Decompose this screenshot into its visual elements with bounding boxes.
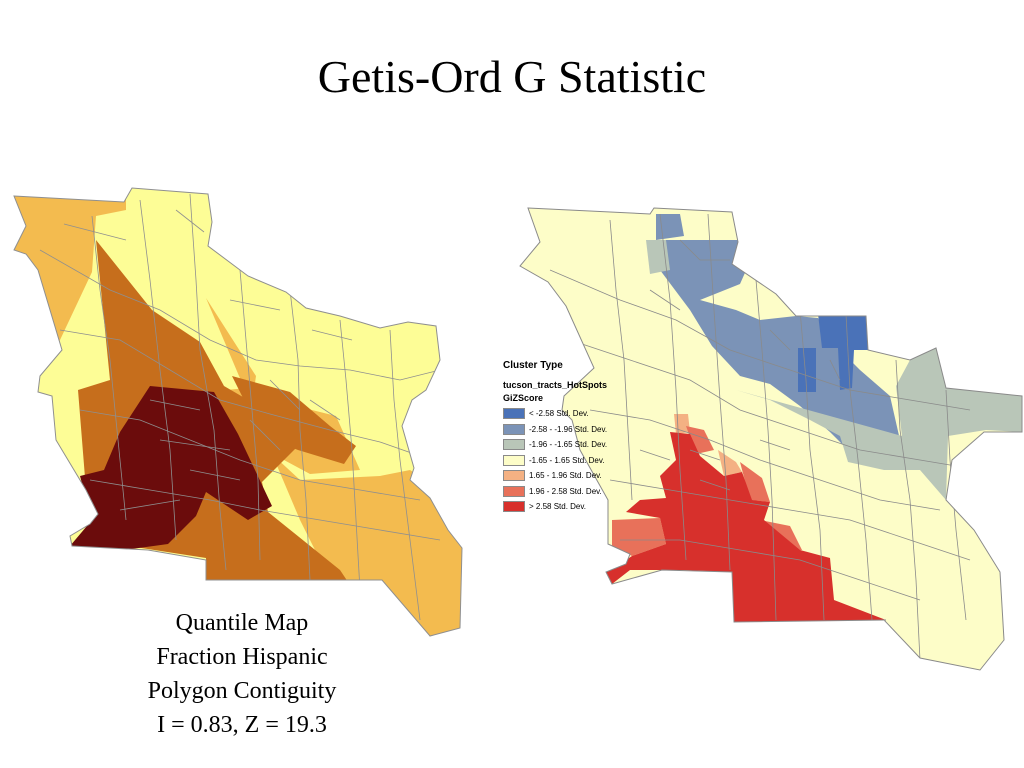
hot-spot-99 — [606, 432, 886, 624]
tract-boundaries — [39, 193, 441, 621]
slide-title: Getis-Ord G Statistic — [317, 51, 707, 102]
legend-label: -1.65 - 1.65 Std. Dev. — [529, 455, 605, 465]
legend-item: -1.65 - 1.65 Std. Dev. — [503, 453, 653, 469]
caption-line: Polygon Contiguity — [147, 678, 337, 704]
map-caption: Quantile Map Fraction Hispanic Polygon C… — [92, 606, 392, 742]
legend-field-name: GiZScore — [503, 393, 544, 403]
legend-label: > 2.58 Std. Dev. — [529, 502, 586, 512]
legend-item: > 2.58 Std. Dev. — [503, 499, 653, 515]
caption-line: I = 0.83, Z = 19.3 — [157, 712, 327, 738]
legend-swatch — [503, 439, 525, 451]
cold-spot-95 — [656, 240, 920, 468]
legend-item: 1.96 - 2.58 Std. Dev. — [503, 484, 653, 500]
legend-label: 1.96 - 2.58 Std. Dev. — [529, 486, 602, 496]
caption-line: Fraction Hispanic — [156, 644, 328, 670]
legend-label: -2.58 - -1.96 Std. Dev. — [529, 424, 608, 434]
caption-line: Quantile Map — [175, 610, 309, 636]
cold-spot-99 — [656, 214, 752, 262]
class-mid-east — [206, 298, 462, 636]
legend-layer-name: tucson_tracts_HotSpots — [503, 380, 608, 390]
legend-title: Cluster Type — [503, 360, 563, 371]
legend-swatch — [503, 408, 525, 420]
map-legend: Cluster Type tucson_tracts_HotSpots GiZS… — [503, 360, 653, 515]
legend-swatch — [503, 423, 525, 435]
legend-item: 1.65 - 1.96 Std. Dev. — [503, 468, 653, 484]
legend-swatch — [503, 501, 525, 513]
legend-swatch — [503, 470, 525, 482]
legend-label: -1.96 - -1.65 Std. Dev. — [529, 440, 608, 450]
tract-boundaries — [549, 213, 981, 661]
legend-label: 1.65 - 1.96 Std. Dev. — [529, 471, 602, 481]
legend-item: < -2.58 Std. Dev. — [503, 406, 653, 422]
cold-spot-90 — [736, 348, 1022, 500]
hotspot-map — [519, 207, 1023, 671]
legend-swatch — [503, 485, 525, 497]
legend-label: < -2.58 Std. Dev. — [529, 409, 589, 419]
quantile-map — [13, 187, 463, 637]
legend-swatch — [503, 454, 525, 466]
cold-spot-strong — [798, 314, 868, 392]
legend-item: -2.58 - -1.96 Std. Dev. — [503, 422, 653, 438]
hot-spot-90 — [674, 414, 742, 476]
legend-item: -1.96 - -1.65 Std. Dev. — [503, 437, 653, 453]
hot-spot-95 — [612, 426, 802, 556]
